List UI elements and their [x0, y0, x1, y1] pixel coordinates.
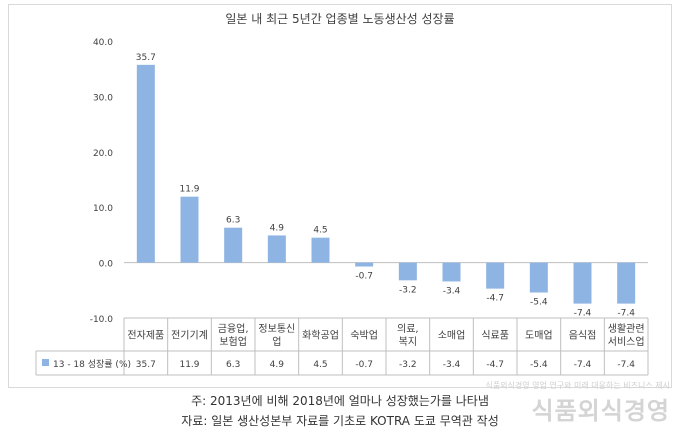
- category-label: 숙박업: [350, 329, 378, 342]
- category-label: 음식점: [569, 330, 597, 342]
- category-label: 업: [272, 335, 281, 348]
- category-label: 정보통신: [258, 323, 295, 335]
- data-label: 4.5: [313, 226, 327, 236]
- table-value: -3.4: [443, 360, 461, 370]
- table-value: -3.2: [399, 360, 417, 370]
- y-tick-label: 40.0: [93, 38, 113, 48]
- legend-swatch: [42, 359, 49, 366]
- bar: [136, 64, 155, 263]
- data-label: -7.4: [617, 309, 635, 319]
- bar: [355, 262, 374, 267]
- table-value: 4.9: [270, 360, 285, 370]
- bar: [180, 196, 199, 263]
- category-label: 금융업,: [218, 322, 249, 335]
- footnote: 주: 2013년에 비해 2018년에 얼마나 성장했는가를 나타냄: [191, 394, 489, 408]
- bar: [617, 262, 636, 304]
- table-value: -7.4: [617, 360, 635, 370]
- data-label: -3.2: [399, 285, 417, 295]
- category-label: 보험업: [219, 335, 247, 348]
- data-label: 6.3: [226, 216, 240, 226]
- category-label: 전자제품: [127, 330, 164, 342]
- bar: [442, 262, 461, 282]
- category-label: 도매업: [525, 329, 553, 342]
- table-value: 6.3: [226, 360, 240, 370]
- data-label: -3.4: [443, 286, 461, 296]
- source-note: 자료: 일본 생산성본부 자료를 기초로 KOTRA 도쿄 무역관 작성: [181, 414, 499, 428]
- watermark-text: 식품외식경영: [531, 397, 670, 425]
- bar: [224, 227, 243, 263]
- data-label: -4.7: [486, 294, 504, 304]
- chart-frame: [8, 4, 672, 388]
- bar: [398, 262, 417, 281]
- watermark-tagline: 식품외식경영 영업 연구와 미래 대응하는 비즈니스 제시: [485, 381, 670, 390]
- category-label: 식료품: [481, 330, 509, 342]
- bar: [486, 262, 505, 289]
- chart-title: 일본 내 최근 5년간 업종별 노동생산성 성장률: [225, 12, 455, 26]
- y-tick-label: 10.0: [93, 204, 113, 214]
- table-value: 35.7: [136, 360, 156, 370]
- data-label: -7.4: [574, 309, 592, 319]
- data-label: -5.4: [530, 298, 548, 308]
- category-label: 의료,: [397, 323, 419, 335]
- category-label: 화학공업: [302, 329, 339, 342]
- table-value: 4.5: [313, 360, 327, 370]
- category-label: 소매업: [438, 329, 466, 342]
- table-value: -4.7: [486, 360, 504, 370]
- bar: [311, 237, 330, 263]
- bar: [267, 235, 286, 263]
- y-tick-label: 20.0: [93, 149, 113, 159]
- table-value: -0.7: [355, 360, 373, 370]
- category-label: 생활관련: [608, 322, 645, 335]
- category-label: 전기기계: [171, 330, 208, 342]
- table-value: -5.4: [530, 360, 548, 370]
- data-label: -0.7: [355, 271, 373, 281]
- table-value: -7.4: [574, 360, 592, 370]
- category-label: 복지: [399, 336, 417, 348]
- watermark-logo: 식품외식경영 영업 연구와 미래 대응하는 비즈니스 제시 식품외식경영: [485, 380, 670, 426]
- data-label: 4.9: [270, 223, 285, 233]
- legend-label: 13 - 18 성장률 (%): [53, 359, 131, 370]
- category-label: 서비스업: [608, 335, 645, 348]
- bar: [529, 262, 548, 293]
- data-label: 11.9: [179, 185, 199, 195]
- y-tick-label: -10.0: [90, 315, 114, 325]
- table-value: 11.9: [179, 360, 199, 370]
- y-tick-label: 0.0: [99, 260, 114, 270]
- bar: [573, 262, 592, 304]
- y-tick-label: 30.0: [93, 93, 113, 103]
- data-label: 35.7: [136, 53, 156, 63]
